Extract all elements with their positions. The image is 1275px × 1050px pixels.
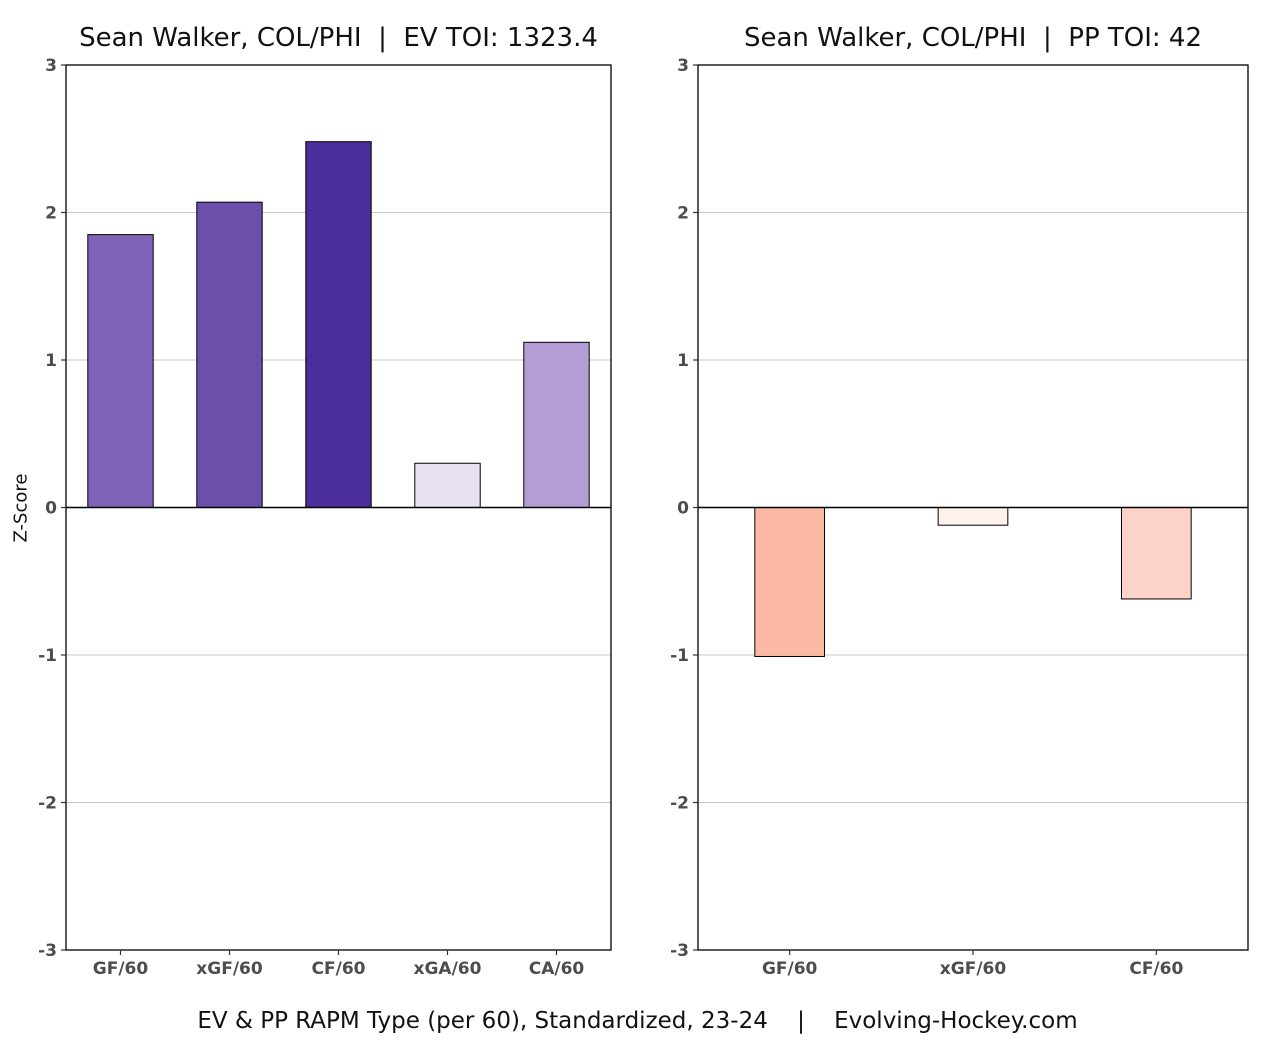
- x-tick-label: CA/60: [529, 959, 585, 979]
- x-tick-label: xGF/60: [196, 959, 263, 979]
- bar-cf-60: [305, 141, 372, 508]
- x-tick-label: xGA/60: [414, 959, 482, 979]
- figure-caption: EV & PP RAPM Type (per 60), Standardized…: [197, 1008, 1078, 1034]
- x-tick-label: xGF/60: [940, 959, 1007, 979]
- y-axis-label: Z-Score: [10, 473, 32, 543]
- pp-panel: -3 -2 -1 0 1 2 3 GF/60 xGF/60 CF/60 Sean Walker, C…: [670, 23, 1249, 979]
- bar-gf-60: [754, 507, 825, 657]
- bar-xga-60: [414, 462, 481, 508]
- y-tick-label: 2: [677, 204, 689, 224]
- x-tick-label: CF/60: [312, 959, 366, 979]
- chart-title: Sean Walker, COL/PHI | PP TOI: 42: [744, 23, 1202, 53]
- chart-title: Sean Walker, COL/PHI | EV TOI: 1323.4: [79, 23, 598, 53]
- x-tick-label: CF/60: [1129, 959, 1183, 979]
- y-tick-label: 1: [677, 351, 689, 371]
- bar-ca-60: [523, 341, 590, 508]
- y-tick-label: 2: [45, 204, 57, 224]
- bar-xgf-60: [937, 507, 1009, 526]
- y-tick-label: 1: [45, 351, 57, 371]
- y-tick-label: 0: [677, 499, 689, 519]
- y-tick-label: -3: [670, 941, 689, 961]
- x-tick-label: GF/60: [93, 959, 149, 979]
- x-tick-label: GF/60: [762, 959, 818, 979]
- y-tick-label: 3: [677, 56, 689, 76]
- y-tick-label: -2: [38, 794, 57, 814]
- bar-gf-60: [87, 234, 154, 508]
- y-tick-label: -1: [670, 646, 689, 666]
- y-tick-label: 3: [45, 56, 57, 76]
- bar-xgf-60: [196, 201, 263, 509]
- ev-panel: -3 -2 -1 0 1 2 3 GF/60 xGF/60 CF/60 xGA/60 CA/60 Sea…: [38, 23, 612, 979]
- y-tick-label: -2: [670, 794, 689, 814]
- y-tick-label: -1: [38, 646, 57, 666]
- y-tick-label: -3: [38, 941, 57, 961]
- y-tick-label: 0: [45, 499, 57, 519]
- bar-cf-60: [1121, 507, 1192, 600]
